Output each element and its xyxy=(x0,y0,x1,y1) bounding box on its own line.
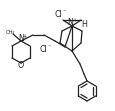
Text: O: O xyxy=(18,61,24,70)
Text: H: H xyxy=(80,20,86,29)
Text: ⁻: ⁻ xyxy=(62,10,66,16)
Text: Cl: Cl xyxy=(39,45,46,54)
Text: Cl: Cl xyxy=(54,10,61,19)
Text: ⁻: ⁻ xyxy=(47,45,51,51)
Text: +: + xyxy=(23,34,27,39)
Text: N: N xyxy=(66,18,72,27)
Text: +: + xyxy=(72,18,76,23)
Text: N: N xyxy=(18,34,24,43)
Text: CH₃: CH₃ xyxy=(5,30,15,35)
